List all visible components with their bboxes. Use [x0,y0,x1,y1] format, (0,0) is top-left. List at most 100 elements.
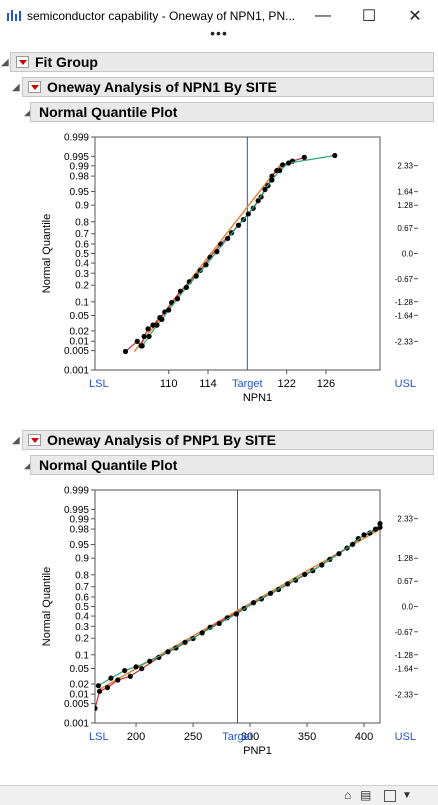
collapse-oneway-npn1-icon[interactable]: ◢ [12,82,20,93]
prob-tick-label: 0.995 [64,505,89,516]
z-tick-label: -0.67 [395,275,414,284]
data-point [377,520,383,527]
collapse-nqp-pnp1-icon[interactable]: ◢ [24,460,32,471]
z-tick-label: -1.64 [395,311,414,320]
data-point [216,620,222,627]
points-group [122,152,338,355]
prob-tick-label: 0.995 [64,152,89,163]
data-point [277,167,283,174]
spec-label-usl: USL [395,378,416,390]
minimize-button[interactable]: — [300,0,346,32]
x-tick-label: 122 [277,378,295,390]
z-tick-label: 1.64 [397,188,413,197]
collapse-oneway-pnp1-icon[interactable]: ◢ [12,435,20,446]
data-point [115,677,121,683]
data-point [214,249,220,255]
prob-tick-label: 0.8 [75,570,89,581]
data-point [361,532,367,538]
x-tick-label: 350 [298,731,316,743]
data-point [122,667,128,674]
oneway-pnp1-title: Oneway Analysis of PNP1 By SITE [47,432,277,448]
prob-tick-label: 0.4 [75,612,89,623]
window-title: semiconductor capability - Oneway of NPN… [27,9,296,23]
points-group [95,520,383,711]
x-axis-label: PNP1 [243,745,272,757]
prob-tick-label: 0.1 [75,650,89,661]
data-point [104,684,111,691]
prob-tick-label: 0.7 [75,229,89,240]
z-tick-label: -1.64 [395,664,414,673]
data-point [127,673,133,679]
layout-icon[interactable]: ▤ [360,788,372,802]
prob-tick-label: 0.95 [70,187,90,198]
data-point [255,198,261,204]
data-point [233,611,239,617]
data-point [154,322,160,328]
data-point [332,152,338,159]
data-point [146,333,152,340]
x-tick-label: 126 [317,378,335,390]
status-dropdown-icon[interactable]: ▼ [402,790,412,801]
data-point [139,666,145,672]
spec-label-target: Target [232,378,263,390]
data-point [150,322,156,328]
prob-tick-label: 0.02 [70,326,90,337]
prob-tick-label: 0.9 [75,201,89,212]
x-axis-label: NPN1 [243,392,272,404]
maximize-button[interactable]: ☐ [346,0,392,32]
prob-tick-label: 0.98 [70,172,90,183]
data-point [122,348,129,355]
more-options-icon[interactable]: ••• [210,25,228,41]
close-icon: ✕ [408,8,422,25]
prob-tick-label: 0.3 [75,269,89,280]
data-point [166,307,172,313]
data-point [286,160,292,166]
z-tick-label: 0.0 [402,250,414,259]
prob-tick-label: 0.5 [75,602,89,613]
red-triangle-menu-icon[interactable] [28,81,41,93]
fit-group-header[interactable]: Fit Group [10,52,434,72]
prob-tick-label: 0.005 [64,346,89,357]
z-tick-label: 0.67 [397,224,413,233]
oneway-pnp1-header[interactable]: Oneway Analysis of PNP1 By SITE [22,430,434,450]
home-icon[interactable]: ⌂ [344,788,352,802]
data-point [133,664,139,670]
status-bar: ⌂ ▤ ▼ [0,785,438,805]
z-tick-label: 0.0 [402,603,414,612]
data-point [245,211,251,217]
red-triangle-menu-icon[interactable] [16,56,29,68]
oneway-npn1-header[interactable]: Oneway Analysis of NPN1 By SITE [22,77,434,97]
plot-frame [94,136,381,371]
title-bar: semiconductor capability - Oneway of NPN… [0,0,438,32]
spec-label-lsl: LSL [89,378,109,390]
data-point [174,296,181,302]
prob-tick-label: 0.7 [75,582,89,593]
collapse-nqp-npn1-icon[interactable]: ◢ [24,107,32,118]
close-button[interactable]: ✕ [392,0,438,32]
data-point [250,600,257,606]
normal-quantile-plot-pnp1-header[interactable]: Normal Quantile Plot [30,455,434,475]
normal-quantile-plot-npn1-header[interactable]: Normal Quantile Plot [30,102,434,122]
prob-tick-label: 0.2 [75,281,89,292]
fit-group-label: Fit Group [35,54,98,70]
window-list-icon[interactable] [384,790,396,802]
z-tick-label: 1.28 [397,201,413,210]
data-point [134,338,140,344]
data-point [139,343,145,349]
x-tick-label: 300 [241,731,259,743]
red-triangle-menu-icon[interactable] [28,434,41,446]
prob-tick-label: 0.999 [64,133,89,144]
data-point [165,649,171,655]
data-point [225,235,231,242]
prob-tick-label: 0.05 [70,311,90,322]
nqp-npn1-title: Normal Quantile Plot [39,104,178,120]
maximize-icon: ☐ [361,8,377,25]
prob-tick-label: 0.999 [64,486,89,497]
data-point [183,284,189,291]
y-axis-label: Normal Quantile [41,214,53,293]
x-tick-label: 400 [355,731,373,743]
z-tick-label: 2.33 [397,162,413,171]
data-point [203,262,209,268]
collapse-fit-group-icon[interactable]: ◢ [1,57,9,68]
